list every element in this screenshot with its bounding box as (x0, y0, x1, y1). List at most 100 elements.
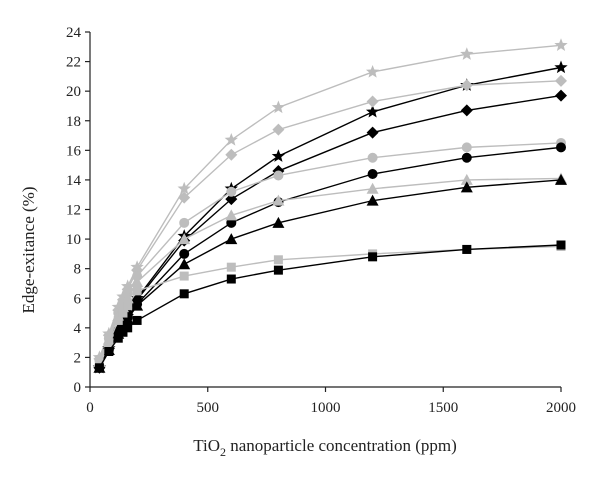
y-tick-label: 2 (74, 350, 82, 366)
data-point-star (365, 64, 380, 78)
data-point-circle (556, 142, 566, 153)
data-point-circle (226, 186, 237, 197)
data-point-circle (179, 248, 190, 259)
data-point-square (123, 301, 133, 311)
series-line (98, 44, 562, 358)
data-point-square (94, 363, 104, 373)
series-circle-gray (94, 137, 566, 366)
series-line (98, 94, 562, 369)
data-point-square (132, 286, 142, 296)
series-triangle-gray (93, 172, 567, 367)
series-triangle-black (93, 173, 567, 373)
data-point-diamond (555, 74, 567, 87)
data-point-circle (461, 152, 472, 163)
x-tick-label: 500 (197, 400, 220, 416)
data-point-triangle (272, 194, 285, 206)
data-point-circle (367, 152, 378, 163)
series-line (98, 245, 562, 364)
x-tick-label: 1500 (428, 400, 458, 416)
series-square-black (94, 240, 566, 373)
data-point-square (179, 289, 189, 299)
data-point-star (554, 60, 568, 74)
data-point-triangle (225, 233, 238, 245)
data-point-star (271, 149, 286, 162)
data-point-diamond (555, 89, 567, 102)
series-line (98, 179, 562, 369)
series-line (98, 244, 562, 369)
x-tick-label: 2000 (546, 400, 576, 416)
data-point-square (113, 333, 123, 343)
series-line (98, 142, 562, 361)
data-point-square (113, 315, 123, 325)
data-point-diamond (460, 104, 473, 117)
data-point-square (556, 240, 566, 250)
data-point-diamond (225, 193, 238, 206)
data-point-triangle (555, 173, 567, 185)
data-point-square (226, 274, 236, 284)
data-point-triangle (272, 216, 285, 228)
data-point-triangle (178, 233, 191, 245)
data-point-square (118, 327, 128, 337)
data-point-triangle (366, 194, 379, 206)
y-tick-label: 18 (66, 114, 81, 130)
y-tick-label: 16 (66, 143, 82, 159)
data-point-triangle (366, 182, 379, 194)
y-tick-label: 8 (74, 262, 82, 278)
y-tick-label: 10 (66, 232, 81, 248)
y-tick-label: 24 (66, 25, 82, 41)
series-star-black (92, 60, 568, 374)
data-point-square (104, 347, 114, 356)
y-tick-label: 4 (74, 321, 82, 337)
data-point-square (462, 244, 472, 254)
data-point-diamond (225, 148, 238, 161)
x-axis-title-subscript: 2 (220, 445, 226, 459)
y-axis-title: Edge-exitance (%) (19, 187, 38, 314)
y-tick-label: 22 (66, 55, 81, 71)
data-point-circle (273, 170, 284, 181)
data-point-triangle (178, 258, 191, 270)
series-line (98, 66, 562, 369)
series-star-gray (92, 38, 568, 364)
data-point-square (118, 308, 128, 318)
data-point-diamond (178, 191, 191, 204)
data-point-square (226, 262, 236, 272)
series-line (98, 80, 562, 360)
data-point-square (104, 338, 114, 348)
data-point-square (123, 323, 133, 333)
data-point-circle (179, 217, 190, 228)
data-point-square (273, 255, 283, 265)
data-point-diamond (272, 123, 285, 136)
data-point-circle (461, 142, 472, 153)
data-point-triangle (131, 299, 144, 311)
data-point-star (177, 181, 191, 195)
data-point-star (224, 132, 238, 146)
data-point-star (271, 100, 286, 114)
y-tick-label: 20 (66, 84, 81, 100)
series-diamond-gray (93, 74, 567, 365)
data-point-diamond (366, 126, 379, 139)
data-point-triangle (460, 181, 473, 193)
y-tick-label: 0 (74, 380, 82, 396)
y-tick-label: 6 (74, 291, 82, 307)
data-point-square (368, 252, 378, 262)
data-point-circle (367, 169, 378, 179)
data-point-triangle (460, 173, 473, 185)
series-circle-black (94, 142, 566, 373)
data-point-square (179, 271, 189, 281)
data-point-star (365, 104, 380, 118)
y-tick-label: 14 (66, 173, 82, 189)
data-point-triangle (121, 312, 134, 324)
x-axis-title: TiO2 nanoparticle concentration (ppm) (193, 436, 457, 459)
data-point-triangle (225, 209, 238, 221)
data-point-triangle (131, 275, 144, 287)
y-tick-label: 12 (66, 203, 81, 219)
data-point-star (460, 47, 474, 60)
x-axis-title-suffix: nanoparticle concentration (ppm) (226, 436, 457, 455)
data-point-square (132, 315, 142, 325)
data-point-diamond (366, 95, 379, 108)
x-tick-label: 1000 (311, 400, 341, 416)
x-axis-title-prefix: TiO (193, 436, 220, 455)
